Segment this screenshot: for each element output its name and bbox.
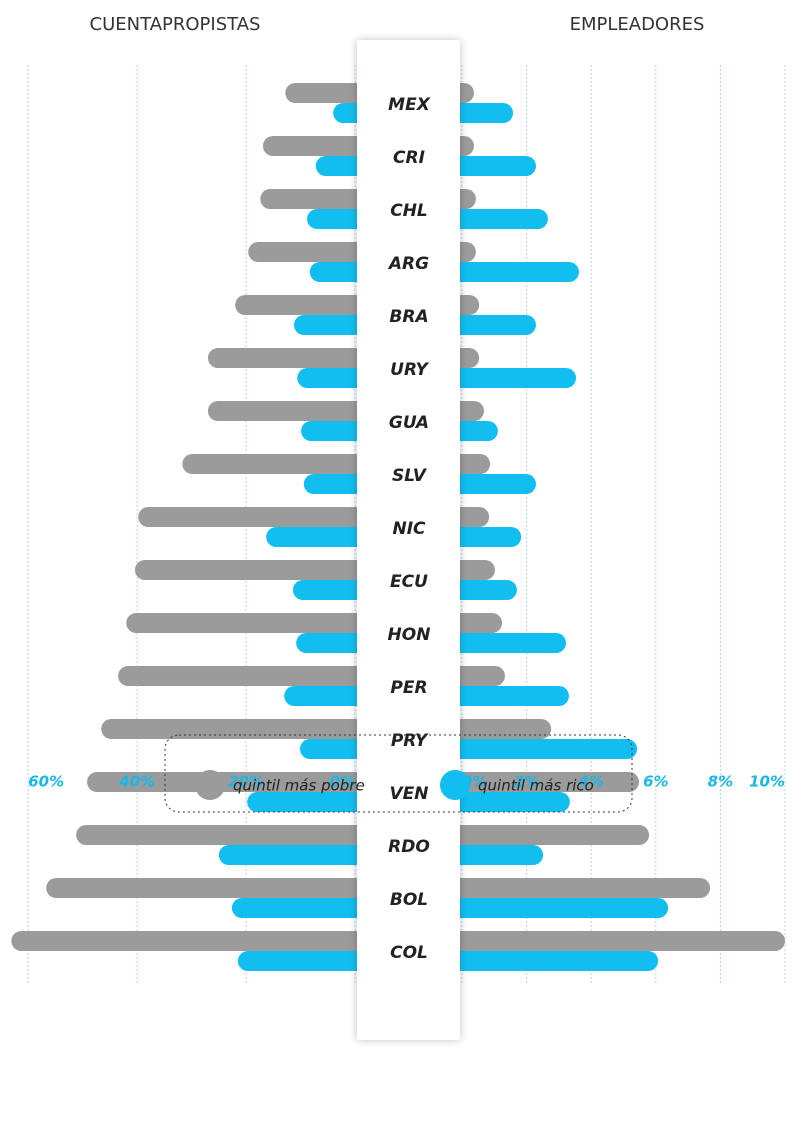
bar <box>432 739 638 759</box>
bar <box>266 527 385 547</box>
category-label: CRI <box>393 148 425 168</box>
category-label: COL <box>390 943 428 963</box>
bar <box>432 898 669 918</box>
x-tick-label: 2% <box>514 773 539 791</box>
panel-title: EMPLEADORES <box>570 14 705 35</box>
bar <box>432 792 570 812</box>
bar <box>432 686 569 706</box>
x-tick-label: 20% <box>228 773 264 791</box>
x-tick-label: 40% <box>118 773 155 791</box>
bar <box>432 931 785 951</box>
x-tick-label: 6% <box>643 773 668 791</box>
bar <box>432 262 579 282</box>
legend-swatch <box>195 770 225 800</box>
category-label: GUA <box>389 413 429 433</box>
bar <box>262 136 385 156</box>
bar <box>237 951 385 971</box>
bar <box>432 772 640 792</box>
category-label: MEX <box>388 95 431 115</box>
legend-swatch <box>440 770 470 800</box>
category-label: PRY <box>391 731 429 751</box>
bar <box>248 242 385 262</box>
category-label: CHL <box>390 201 428 221</box>
category-label: VEN <box>390 784 429 804</box>
bar <box>207 401 385 421</box>
category-label: NIC <box>392 519 426 539</box>
x-tick-label: 10% <box>749 773 785 791</box>
bar <box>11 931 386 951</box>
bar <box>87 772 386 792</box>
bar <box>235 295 385 315</box>
category-label: ECU <box>390 572 428 592</box>
bar <box>432 719 552 739</box>
bar <box>247 792 385 812</box>
category-label: URY <box>390 360 429 380</box>
bar <box>432 209 548 229</box>
bar <box>138 507 385 527</box>
bar <box>207 348 385 368</box>
category-label: PER <box>390 678 427 698</box>
category-label: BRA <box>389 307 428 327</box>
bar <box>432 825 650 845</box>
bar <box>118 666 385 686</box>
legend-label: quintil más rico <box>478 777 594 795</box>
bar <box>260 189 385 209</box>
category-label: ARG <box>387 254 429 274</box>
bar <box>432 633 567 653</box>
bar <box>231 898 385 918</box>
bar <box>101 719 385 739</box>
category-label: SLV <box>392 466 428 486</box>
center-column <box>357 40 460 1040</box>
bar <box>432 878 711 898</box>
panel-title: CUENTAPROPISTAS <box>90 14 261 35</box>
legend-label: quintil más pobre <box>233 777 365 795</box>
bar <box>182 454 385 474</box>
category-label: HON <box>388 625 431 645</box>
bar <box>126 613 385 633</box>
legend-box <box>164 734 633 813</box>
category-label: RDO <box>388 837 430 857</box>
bar <box>46 878 386 898</box>
bar <box>432 951 659 971</box>
bar <box>134 560 385 580</box>
category-label: BOL <box>390 890 428 910</box>
x-tick-label: 60% <box>28 773 64 791</box>
bar <box>218 845 385 865</box>
bar <box>432 368 577 388</box>
x-tick-label: 0% <box>330 773 355 791</box>
x-tick-label: 4% <box>577 773 603 791</box>
x-tick-label: 8% <box>708 773 733 791</box>
bar <box>76 825 385 845</box>
